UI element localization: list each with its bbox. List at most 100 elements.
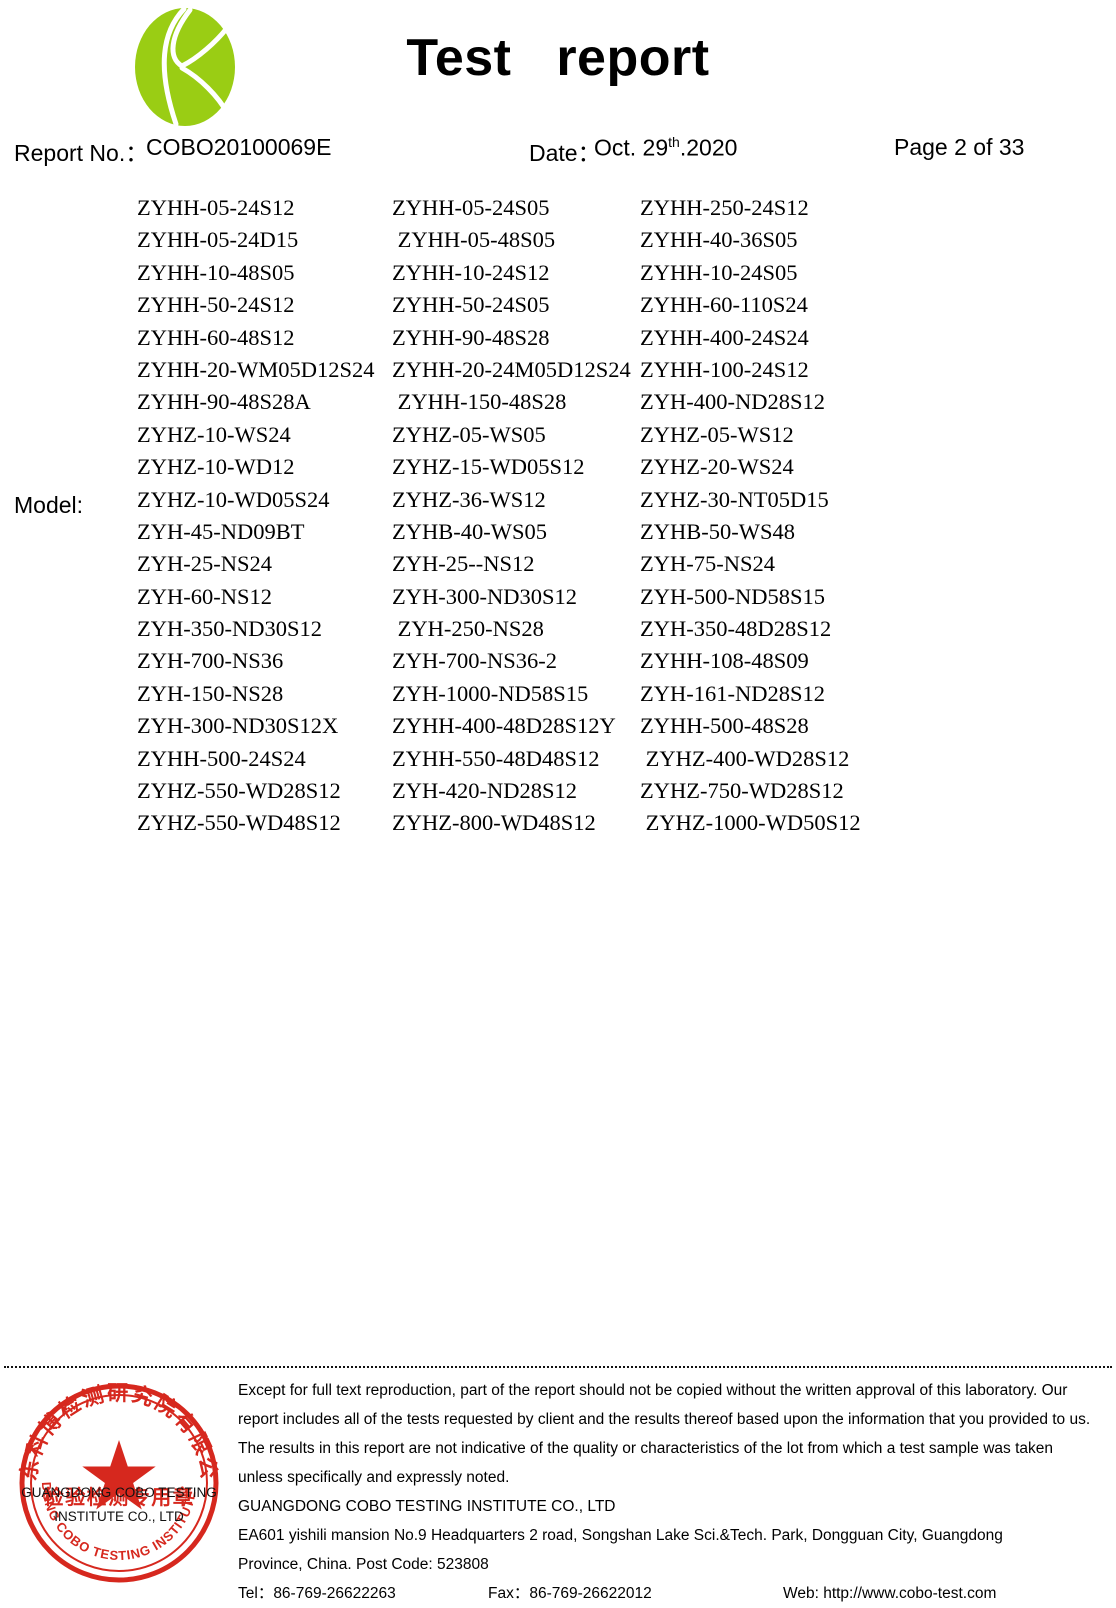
model-code: ZYHZ-10-WD05S24 [137,486,330,512]
model-code: ZYHZ-10-WD12 [137,454,295,480]
model-code: ZYHZ-05-WS12 [640,421,794,447]
model-code: ZYHH-10-24S05 [640,259,798,285]
model-code: ZYHH-400-24S24 [640,324,809,350]
model-row: ZYHH-05-24D15 ZYHH-05-48S05 ZYHH-40-36S05 [0,224,1000,256]
footer-disclaimer-line-1: Except for full text reproduction, part … [238,1382,1068,1399]
model-code: ZYH-400-ND28S12 [640,389,825,415]
model-code: ZYHZ-36-WS12 [392,486,546,512]
model-code: ZYHZ-1000-WD50S12 [640,810,861,836]
model-row: ZYH-45-ND09BT ZYHB-40-WS05 ZYHB-50-WS48 [0,516,1000,548]
page-number: Page 2 of 33 [894,134,1025,160]
model-row: ZYHZ-10-WD05S24 ZYHZ-36-WS12 ZYHZ-30-NT05D… [0,484,1000,516]
model-row: ZYHZ-10-WD12 ZYHZ-15-WD05S12 ZYHZ-20-WS24 [0,451,1000,483]
footer-divider [4,1366,1112,1368]
model-code: ZYHH-50-24S05 [392,292,550,318]
model-code: ZYHH-05-48S05 [392,227,556,253]
model-code: ZYHZ-15-WD05S12 [392,454,585,480]
model-code: ZYHH-250-24S12 [640,195,809,220]
model-code: ZYH-161-ND28S12 [640,680,825,706]
model-code: ZYHH-90-48S28 [392,324,550,350]
footer-contact-row: Tel：86-769-26622263 Fax：86-769-26622012 … [238,1579,1100,1608]
date-year: .2020 [679,134,738,161]
date-ordinal-suffix: th [668,134,680,150]
model-code: ZYHH-400-48D28S12Y [392,713,616,739]
footer-text-block: Except for full text reproduction, part … [238,1376,1100,1608]
page-title: Test report [406,29,710,87]
model-code: ZYHZ-550-WD28S12 [137,778,341,804]
model-code: ZYHZ-10-WS24 [137,421,291,447]
model-row: ZYHH-50-24S12 ZYHH-50-24S05 ZYHH-60-110S24 [0,289,1000,321]
model-code: ZYH-300-ND30S12 [392,583,577,609]
model-code: ZYH-700-NS36-2 [392,648,557,674]
model-code: ZYHZ-750-WD28S12 [640,778,844,804]
footer-address-line-2: Province, China. Post Code: 523808 [238,1556,489,1573]
model-row: ZYHH-60-48S12 ZYHH-90-48S28 ZYHH-400-24S24 [0,322,1000,354]
model-code: ZYH-60-NS12 [137,583,272,609]
model-code: ZYHH-108-48S09 [640,648,809,674]
model-code: ZYHZ-400-WD28S12 [640,745,850,771]
date-label: Date： [529,140,601,166]
model-code: ZYHB-40-WS05 [392,518,547,544]
model-row: ZYH-150-NS28 ZYH-1000-ND58S15 ZYH-161-ND28… [0,678,1000,710]
model-code: ZYH-45-ND09BT [137,518,305,544]
date-value: Oct. 29th.2020 [594,134,737,162]
footer-company-name: GUANGDONG COBO TESTING INSTITUTE CO., LT… [238,1498,616,1515]
model-code: ZYHH-90-48S28A [137,389,311,415]
model-row: ZYHZ-550-WD28S12 ZYH-420-ND28S12 ZYHZ-750-… [0,775,1000,807]
model-code: ZYHH-40-36S05 [640,227,798,253]
model-code: ZYHZ-05-WS05 [392,421,546,447]
model-code: ZYH-350-48D28S12 [640,616,832,642]
model-code: ZYHZ-30-NT05D15 [640,486,829,512]
stamp-latin-line-1: GUANGDONG COBO TESTING [21,1485,217,1500]
report-no-value: COBO20100069E [146,134,332,160]
model-code: ZYH-1000-ND58S15 [392,680,589,706]
model-code: ZYH-500-ND58S15 [640,583,825,609]
model-code: ZYH-25-NS24 [137,551,272,577]
model-code: ZYH-25--NS12 [392,551,535,577]
model-row: ZYH-350-ND30S12 ZYH-250-NS28 ZYH-350-48D2… [0,613,1000,645]
footer-address-line-1: EA601 yishili mansion No.9 Headquarters … [238,1527,1003,1544]
report-meta-row: Report No.： COBO20100069E Date： Oct. 29t… [0,134,1116,172]
model-code: ZYHZ-800-WD48S12 [392,810,596,836]
company-official-stamp: 广东科博检测研究院有限公司 GUANGDONG COBO TESTING INS… [14,1378,224,1588]
cobo-leaf-logo-icon [124,6,246,128]
model-code: ZYHH-60-48S12 [137,324,295,350]
footer-website[interactable]: Web: http://www.cobo-test.com [783,1585,997,1602]
model-row: ZYHH-20-WM05D12S24 ZYHH-20-24M05D12S24 ZYH… [0,354,1000,386]
footer-disclaimer-line-3: The results in this report are not indic… [238,1440,1053,1457]
model-row: ZYH-60-NS12 ZYH-300-ND30S12 ZYH-500-ND58S1… [0,581,1000,613]
footer-disclaimer-line-2: report includes all of the tests request… [238,1411,1091,1428]
model-code: ZYHH-05-24S12 [137,195,295,220]
stamp-latin-line-2: INSTITUTE CO., LTD [54,1509,184,1524]
model-code: ZYHH-05-24D15 [137,227,299,253]
model-row: ZYHH-10-48S05 ZYHH-10-24S12 ZYHH-10-24S05 [0,257,1000,289]
footer-fax: Fax：86-769-26622012 [488,1585,652,1602]
svg-text:检验检测专用章: 检验检测专用章 [44,1485,195,1509]
report-no-label: Report No.： [14,140,149,166]
model-code: ZYHZ-20-WS24 [640,454,794,480]
model-row: ZYHH-90-48S28A ZYHH-150-48S28 ZYH-400-ND2… [0,386,1000,418]
model-code: ZYH-420-ND28S12 [392,778,577,804]
page-header: Test report [0,0,1116,132]
model-list-table: ZYHH-05-24S12 ZYHH-05-24S05 ZYHH-250-24S12… [0,192,1000,840]
model-code: ZYHB-50-WS48 [640,518,795,544]
model-row: ZYHH-05-24S12 ZYHH-05-24S05 ZYHH-250-24S12 [0,192,1000,224]
model-code: ZYH-350-ND30S12 [137,616,322,642]
model-code: ZYH-250-NS28 [392,616,544,642]
footer-disclaimer-line-4: unless specifically and expressly noted. [238,1469,510,1486]
model-code: ZYHH-60-110S24 [640,292,808,318]
model-code: ZYHH-20-WM05D12S24 [137,356,375,382]
model-code: ZYHH-150-48S28 [392,389,567,415]
date-prefix: Oct. 29 [594,134,669,161]
model-code: ZYHH-20-24M05D12S24 [392,356,631,382]
model-row: ZYHH-500-24S24 ZYHH-550-48D48S12 ZYHZ-400… [0,743,1000,775]
footer-telephone: Tel：86-769-26622263 [238,1585,396,1602]
model-code: ZYHH-550-48D48S12 [392,745,600,771]
model-row: ZYH-700-NS36 ZYH-700-NS36-2 ZYHH-108-48S09 [0,645,1000,677]
model-code: ZYHH-500-24S24 [137,745,306,771]
model-row: ZYHZ-550-WD48S12 ZYHZ-800-WD48S12 ZYHZ-10… [0,807,1000,839]
model-code: ZYHH-10-24S12 [392,259,550,285]
model-code: ZYH-300-ND30S12X [137,713,339,739]
model-code: ZYHZ-550-WD48S12 [137,810,341,836]
model-code: ZYHH-500-48S28 [640,713,809,739]
